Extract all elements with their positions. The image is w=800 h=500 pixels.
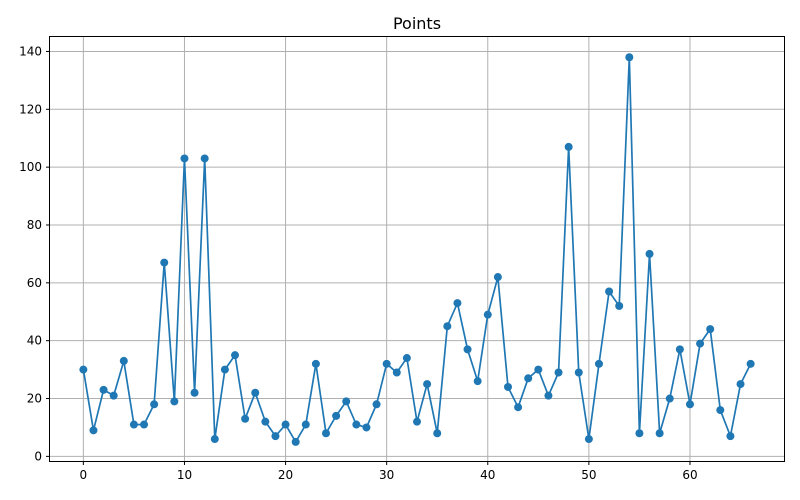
data-point [372,400,381,409]
data-point [736,380,745,389]
series-group [79,53,755,446]
data-point [645,249,654,258]
data-point [231,351,240,360]
data-point [311,359,320,368]
data-point [342,397,351,406]
data-point [89,426,98,435]
plot-frame [49,36,785,462]
data-point [392,368,401,377]
data-point [493,273,502,282]
data-point [150,400,159,409]
data-point [554,368,563,377]
data-point [726,432,735,441]
y-tick-label: 80 [27,218,42,232]
data-point [625,53,634,62]
data-point [503,382,512,391]
data-point [463,345,472,354]
series-line [82,57,752,444]
x-tick-label: 30 [379,468,394,482]
data-point [716,406,725,415]
data-point [352,420,361,429]
y-tick-label: 140 [19,44,42,58]
data-point [473,377,482,386]
x-tick-label: 20 [278,468,293,482]
x-axis: 0 10 20 30 40 50 60 [80,461,698,482]
x-tick-label: 60 [682,468,697,482]
data-point [362,423,371,432]
x-tick-label: 10 [177,468,192,482]
data-point [655,429,664,438]
data-point [524,374,533,383]
x-tick-label: 40 [480,468,495,482]
data-point [301,420,310,429]
data-point [584,435,593,444]
data-point [483,310,492,319]
y-tick-label: 120 [19,102,42,116]
data-point [322,429,331,438]
y-tick-label: 60 [27,276,42,290]
x-tick-label: 50 [581,468,596,482]
data-point [241,414,250,423]
data-point [635,429,644,438]
data-point [615,301,624,310]
data-point [332,411,341,420]
data-point [251,388,260,397]
y-tick-label: 100 [19,160,42,174]
data-point [200,154,209,163]
x-tick-label: 0 [80,468,88,482]
data-point [291,437,300,446]
data-point [190,388,199,397]
data-point [514,403,523,412]
data-point [79,365,88,374]
data-point [564,142,573,151]
y-tick-label: 20 [27,392,42,406]
data-point [220,365,229,374]
data-point [180,154,189,163]
data-point [443,322,452,331]
data-point [271,432,280,441]
data-point [706,325,715,334]
data-point [160,258,169,267]
data-point [170,397,179,406]
data-point [129,420,138,429]
chart-title: Points [393,14,441,33]
data-point [109,391,118,400]
y-axis: 0 20 40 60 80 100 120 140 [19,44,50,463]
data-point [544,391,553,400]
data-point [281,420,290,429]
data-point [675,345,684,354]
data-point [423,380,432,389]
data-point [402,354,411,363]
y-tick-label: 40 [27,334,42,348]
grid [50,37,784,461]
y-tick-label: 0 [34,449,42,463]
data-point [534,365,543,374]
data-point [746,359,755,368]
data-point [594,359,603,368]
data-point [119,356,128,365]
data-point [413,417,421,426]
data-point [605,287,614,296]
data-point [574,368,583,377]
data-point [99,385,108,394]
data-point [140,420,149,429]
data-point [453,299,462,308]
data-point [261,417,270,426]
data-point [665,394,674,403]
data-point [685,400,694,409]
data-point [433,429,442,438]
data-point [696,339,705,348]
data-point [210,435,219,444]
data-point [382,359,391,368]
